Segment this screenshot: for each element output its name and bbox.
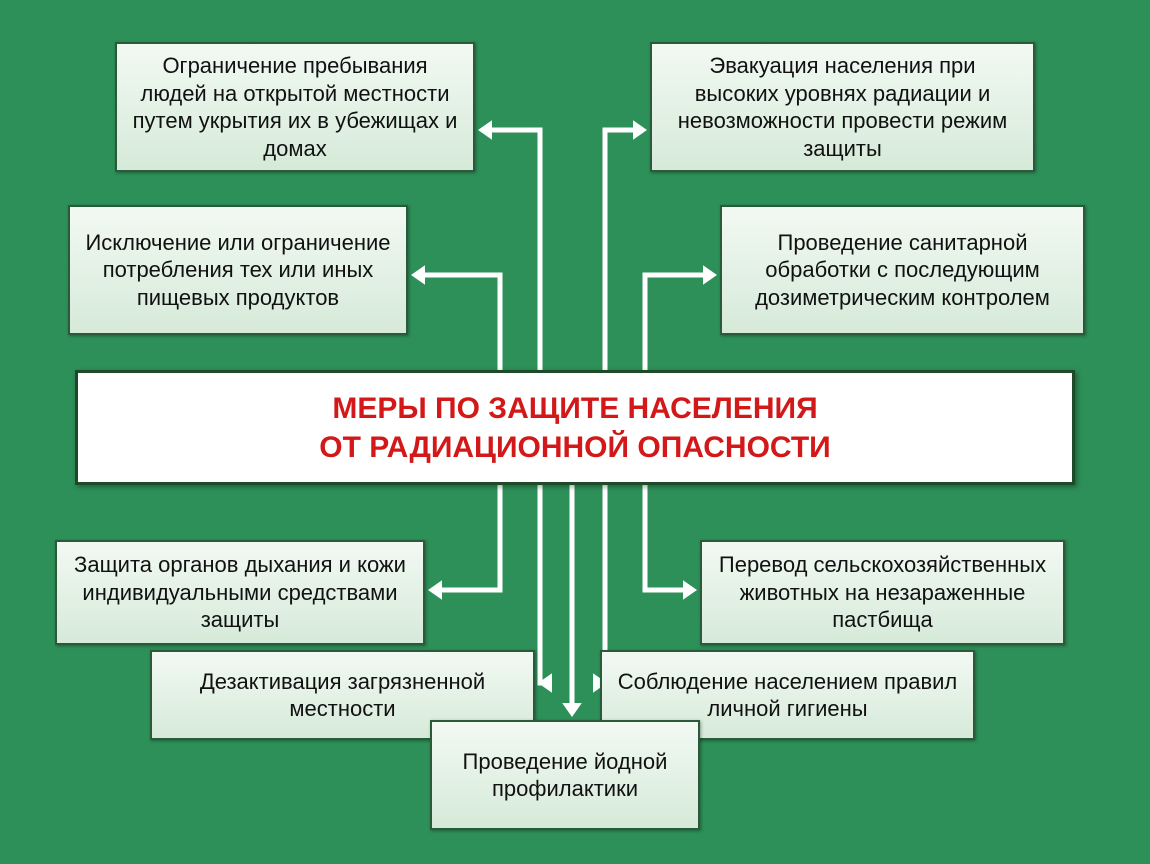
box-sanitary-treatment: Проведение санитарной обработки с послед…	[720, 205, 1085, 335]
center-title-line1: МЕРЫ ПО ЗАЩИТЕ НАСЕЛЕНИЯ	[319, 389, 830, 428]
arrowhead-to-b3	[411, 265, 425, 285]
arrowhead-to-b9	[562, 703, 582, 717]
arrowhead-to-b2	[633, 120, 647, 140]
arrow-to-b3	[425, 275, 500, 370]
box-livestock-transfer: Перевод сельскохозяйс­твенных животных н…	[700, 540, 1065, 645]
arrowhead-to-b5	[428, 580, 442, 600]
box-iodine-prophylaxis: Проведение йодной профилактики	[430, 720, 700, 830]
arrow-to-b7	[540, 485, 552, 683]
arrow-to-b1	[492, 130, 540, 370]
box-evacuation: Эвакуация населения при высоких уровнях …	[650, 42, 1035, 172]
arrowhead-to-b6	[683, 580, 697, 600]
arrow-to-b6	[645, 485, 683, 590]
diagram-canvas: МЕРЫ ПО ЗАЩИТЕ НАСЕЛЕНИЯ ОТ РАДИАЦИОННОЙ…	[0, 0, 1150, 864]
arrowhead-to-b1	[478, 120, 492, 140]
arrowhead-to-b4	[703, 265, 717, 285]
arrow-to-b4	[645, 275, 703, 370]
arrow-to-b2	[605, 130, 633, 370]
arrowhead-to-b7	[538, 673, 552, 693]
box-food-restriction: Исключение или ограничение потребления т…	[68, 205, 408, 335]
center-title-box: МЕРЫ ПО ЗАЩИТЕ НАСЕЛЕНИЯ ОТ РАДИАЦИОННОЙ…	[75, 370, 1075, 485]
box-limit-outdoor: Ограничение пребывания людей на открытой…	[115, 42, 475, 172]
box-ppe: Защита органов дыхания и кожи индивидуал…	[55, 540, 425, 645]
arrow-to-b5	[442, 485, 500, 590]
center-title-line2: ОТ РАДИАЦИОННОЙ ОПАСНОСТИ	[319, 428, 830, 467]
